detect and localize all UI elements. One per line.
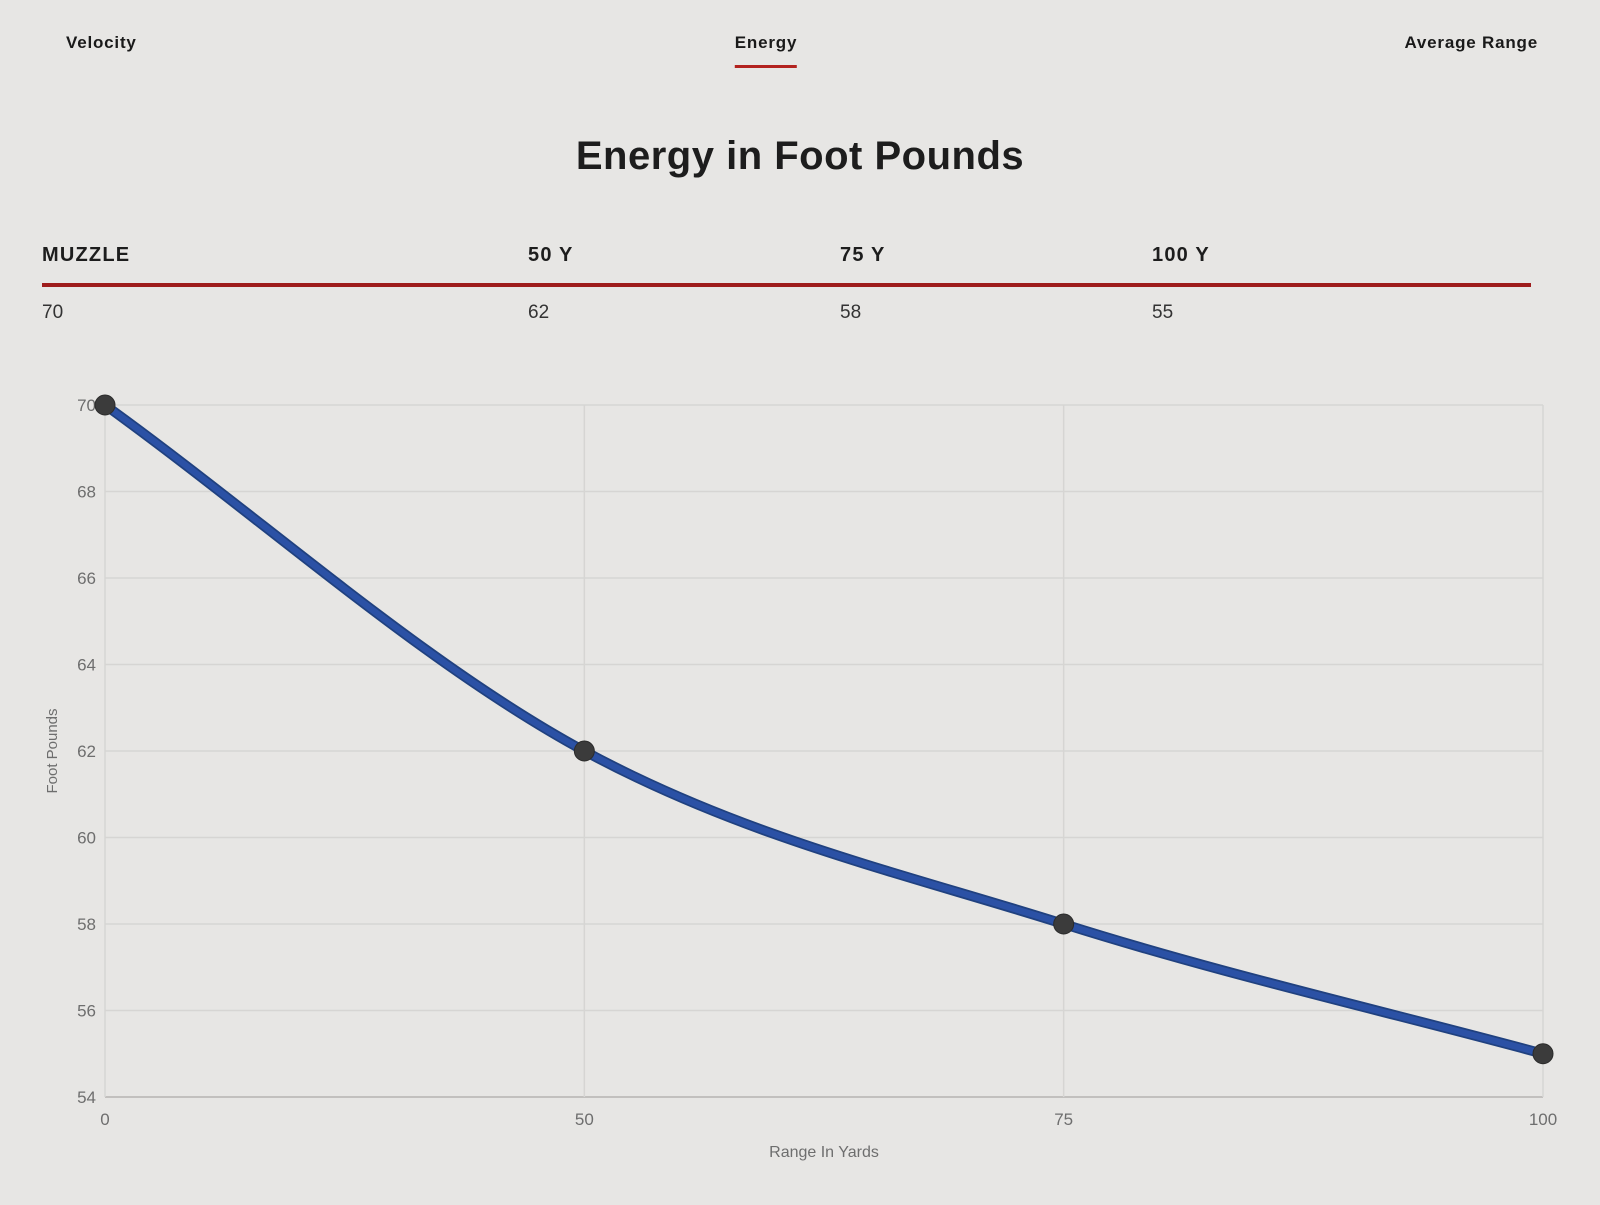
y-tick-label: 54 bbox=[77, 1088, 96, 1107]
x-tick-label: 0 bbox=[100, 1110, 109, 1129]
y-tick-label: 64 bbox=[77, 656, 96, 675]
y-tick-label: 66 bbox=[77, 569, 96, 588]
tab-average-range[interactable]: Average Range bbox=[1404, 33, 1538, 52]
chart-series-line-edge bbox=[100, 400, 1548, 1059]
x-tick-label: 75 bbox=[1054, 1110, 1073, 1129]
x-tick-label: 100 bbox=[1529, 1110, 1557, 1129]
chart-series-line bbox=[101, 401, 1547, 1057]
summary-col-50y: 50 Y bbox=[528, 244, 574, 266]
summary-col-100y: 100 Y bbox=[1152, 244, 1210, 266]
chart-data-point[interactable] bbox=[573, 740, 595, 762]
y-tick-label: 58 bbox=[77, 915, 96, 934]
summary-header-row: MUZZLE 50 Y 75 Y 100 Y bbox=[42, 243, 1531, 267]
summary-col-75y: 75 Y bbox=[840, 244, 886, 266]
summary-value-50y: 62 bbox=[528, 302, 550, 323]
summary-table: MUZZLE 50 Y 75 Y 100 Y 70 62 58 55 bbox=[42, 243, 1531, 324]
summary-value-100y: 55 bbox=[1152, 302, 1174, 323]
x-tick-label: 50 bbox=[575, 1110, 594, 1129]
summary-value-75y: 58 bbox=[840, 302, 862, 323]
y-axis-label: Foot Pounds bbox=[44, 708, 61, 793]
top-nav: Velocity Energy Average Range bbox=[0, 0, 1600, 80]
summary-value-row: 70 62 58 55 bbox=[42, 302, 1531, 324]
y-tick-label: 62 bbox=[77, 742, 96, 761]
y-tick-label: 56 bbox=[77, 1002, 96, 1021]
y-tick-label: 60 bbox=[77, 829, 96, 848]
tab-velocity[interactable]: Velocity bbox=[66, 33, 137, 52]
summary-red-rule bbox=[42, 283, 1531, 287]
tab-energy[interactable]: Energy bbox=[734, 33, 798, 68]
chart-data-point[interactable] bbox=[1053, 913, 1075, 935]
chart-data-point[interactable] bbox=[1532, 1043, 1554, 1065]
x-axis-label: Range In Yards bbox=[769, 1144, 879, 1161]
y-tick-label: 70 bbox=[77, 396, 96, 415]
page-title: Energy in Foot Pounds bbox=[575, 134, 1025, 178]
summary-value-muzzle: 70 bbox=[42, 302, 64, 323]
y-tick-label: 68 bbox=[77, 483, 96, 502]
chart-data-point[interactable] bbox=[94, 394, 116, 416]
summary-col-muzzle: MUZZLE bbox=[42, 244, 131, 266]
